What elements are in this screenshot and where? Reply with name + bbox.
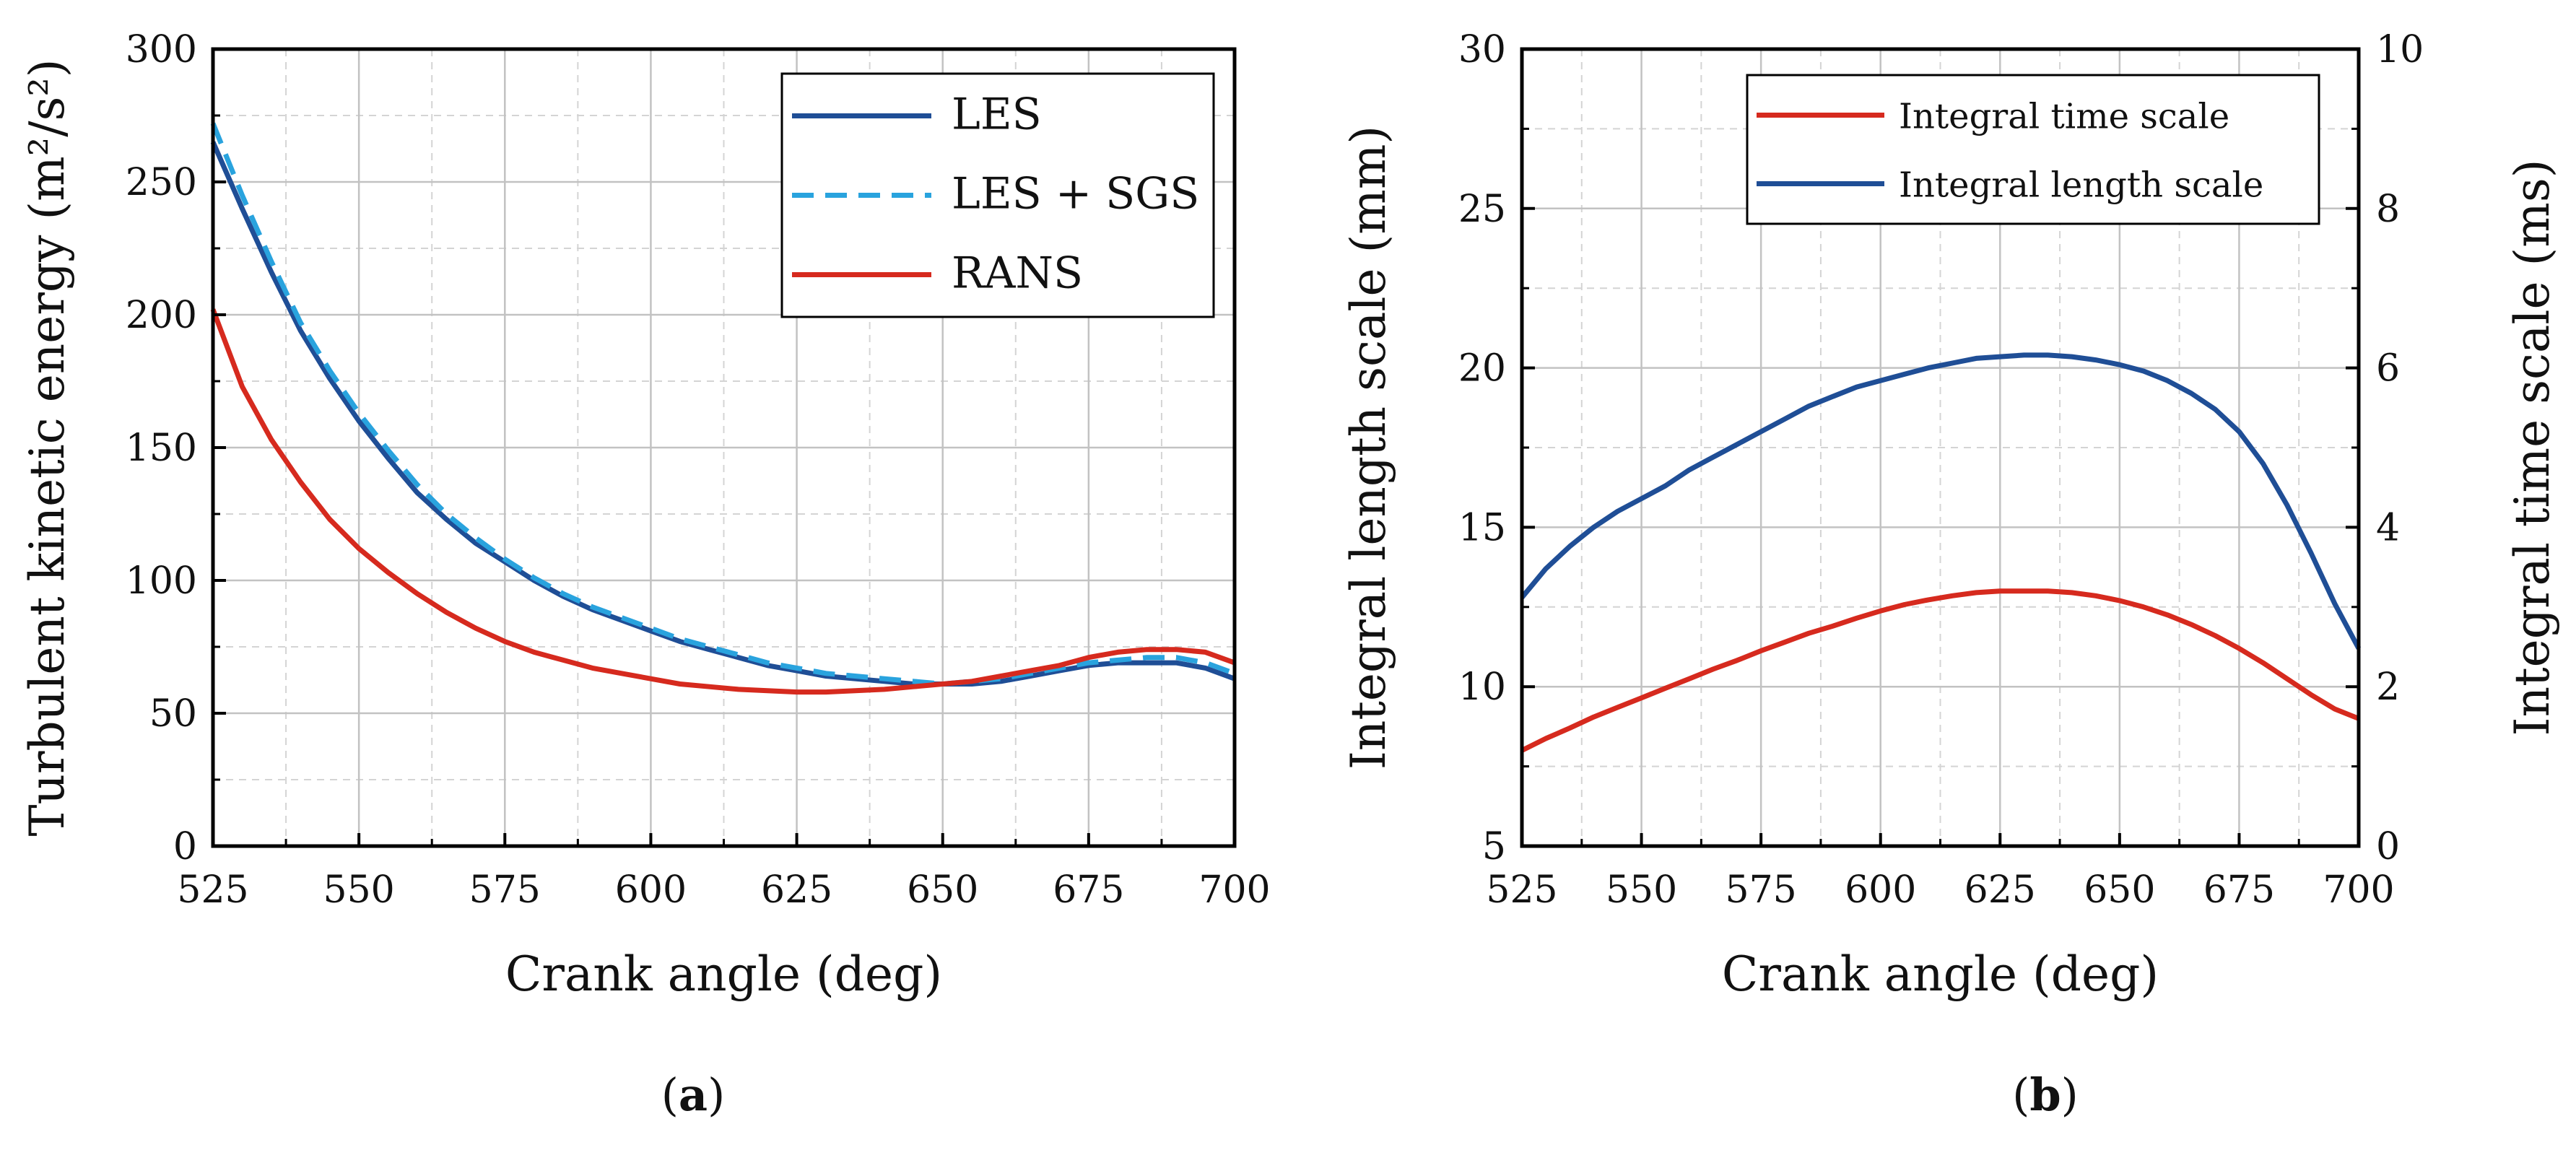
- legend-label: LES + SGS: [952, 169, 1199, 219]
- legend-label: Integral length scale: [1899, 165, 2263, 206]
- legend: Integral time scale Integral length scale: [1746, 74, 2320, 225]
- legend-box: [1746, 74, 2320, 225]
- x-tick-label: 525: [177, 868, 248, 912]
- y-right-tick-label: 10: [2376, 28, 2424, 71]
- y-tick-label: 5: [1482, 825, 1506, 868]
- chart-b: 525 550 575 600 625 650 675 700 5 10 15 20 25 30 0 2 4 6 8…: [1341, 28, 2560, 1121]
- series-line-les: [210, 141, 1236, 687]
- x-tick-label: 525: [1486, 868, 1557, 912]
- panel-label: (b): [2012, 1068, 2079, 1121]
- series-line-rans: [210, 308, 1236, 695]
- y-tick-label: 15: [1458, 506, 1506, 549]
- x-tick-label: 650: [2084, 868, 2155, 912]
- x-tick-label: 600: [615, 868, 687, 912]
- y-tick-label: 200: [126, 294, 197, 337]
- panel-label-paren: (: [661, 1068, 679, 1121]
- y-right-tick-label: 2: [2376, 666, 2400, 709]
- x-tick-label: 575: [469, 868, 541, 912]
- panel-label-paren: ): [2061, 1068, 2079, 1121]
- legend-label: RANS: [952, 248, 1083, 299]
- x-tick-label: 625: [1964, 868, 2036, 912]
- panel-label-paren: ): [708, 1068, 725, 1121]
- series-line-les-sgs: [210, 122, 1236, 687]
- y-axis-title: Turbulent kinetic energy (m²/s²): [19, 58, 75, 836]
- legend-label: LES: [952, 90, 1042, 140]
- legend: LES LES + SGS RANS: [780, 72, 1215, 318]
- y-tick-label: 50: [149, 692, 197, 736]
- y-right-tick-label: 4: [2376, 506, 2400, 549]
- panel-label: (a): [661, 1068, 726, 1121]
- legend-label: Integral time scale: [1899, 97, 2229, 137]
- x-tick-label: 650: [907, 868, 978, 912]
- x-tick-label: 575: [1726, 868, 1797, 912]
- y-tick-label: 30: [1458, 28, 1506, 71]
- y-tick-label: 0: [173, 825, 197, 868]
- x-tick-label: 700: [1198, 868, 1270, 912]
- series-line-integral-length-scale: [1520, 352, 2362, 650]
- x-tick-label: 675: [2203, 868, 2275, 912]
- y-tick-label: 150: [126, 427, 197, 470]
- panel-label-letter: b: [2029, 1068, 2061, 1121]
- y-tick-label: 300: [126, 28, 197, 71]
- y-tick-label: 25: [1458, 188, 1506, 231]
- x-tick-label: 600: [1845, 868, 1916, 912]
- x-tick-label: 550: [323, 868, 395, 912]
- chart-a: 525 550 575 600 625 650 675 700 0 50 100 150 200 250 3…: [19, 28, 1271, 1121]
- y-axis-title: Integral length scale (mm): [1341, 126, 1396, 770]
- panel-label-paren: (: [2012, 1068, 2029, 1121]
- y-tick-label: 250: [126, 161, 197, 204]
- x-tick-label: 675: [1053, 868, 1124, 912]
- y-tick-label: 100: [126, 559, 197, 603]
- y-right-tick-label: 0: [2376, 825, 2400, 868]
- y-right-tick-label: 8: [2376, 188, 2400, 231]
- y-right-tick-label: 6: [2376, 347, 2400, 391]
- x-axis-title: Crank angle (deg): [1722, 946, 2159, 1002]
- y-tick-label: 10: [1458, 666, 1506, 709]
- x-tick-label: 700: [2323, 868, 2394, 912]
- x-axis-title: Crank angle (deg): [505, 946, 942, 1002]
- x-tick-label: 625: [761, 868, 832, 912]
- y-tick-label: 20: [1458, 347, 1506, 391]
- series-line-integral-time-scale: [1520, 588, 2360, 753]
- y-axis-title-right: Integral time scale (ms): [2505, 160, 2560, 736]
- panel-label-letter: a: [679, 1068, 708, 1121]
- x-tick-label: 550: [1606, 868, 1677, 912]
